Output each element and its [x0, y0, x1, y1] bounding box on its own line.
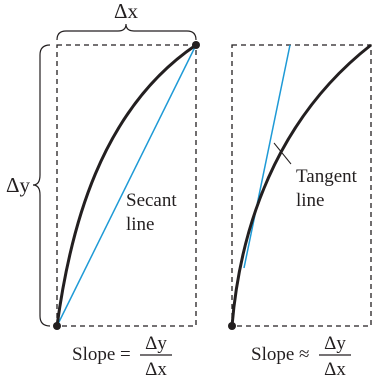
secant-label-line1: Secant — [126, 190, 177, 211]
tangent-leader — [273, 142, 292, 165]
left-slope-prefix: Slope = — [72, 344, 131, 365]
left-start-point — [53, 322, 61, 330]
tangent-line — [243, 44, 291, 269]
right-start-point — [228, 322, 236, 330]
dy-label: Δy — [6, 173, 31, 197]
right-frac-den: Δx — [324, 359, 346, 378]
secant-label-line2: line — [126, 214, 155, 235]
secant-line — [56, 44, 197, 327]
tangent-label-line2: line — [296, 190, 325, 211]
right-dashed-box — [231, 44, 372, 327]
right-frac-num: Δy — [324, 333, 346, 354]
dx-brace — [56, 23, 197, 41]
right-slope-prefix: Slope ≈ — [251, 344, 309, 365]
right-panel: Tangent line Slope ≈ Δy Δx — [228, 43, 372, 378]
tangent-label-line1: Tangent — [296, 166, 358, 187]
left-frac-num: Δy — [145, 333, 167, 354]
left-dashed-box — [56, 44, 197, 327]
left-curve — [55, 43, 197, 327]
right-curve — [230, 43, 372, 327]
left-frac-den: Δx — [145, 359, 167, 378]
dy-brace — [32, 44, 51, 327]
left-panel: Δx Δy Secant line Slope = Δy Δx — [6, 0, 200, 378]
dx-label: Δx — [114, 0, 139, 23]
left-end-point — [192, 41, 200, 49]
